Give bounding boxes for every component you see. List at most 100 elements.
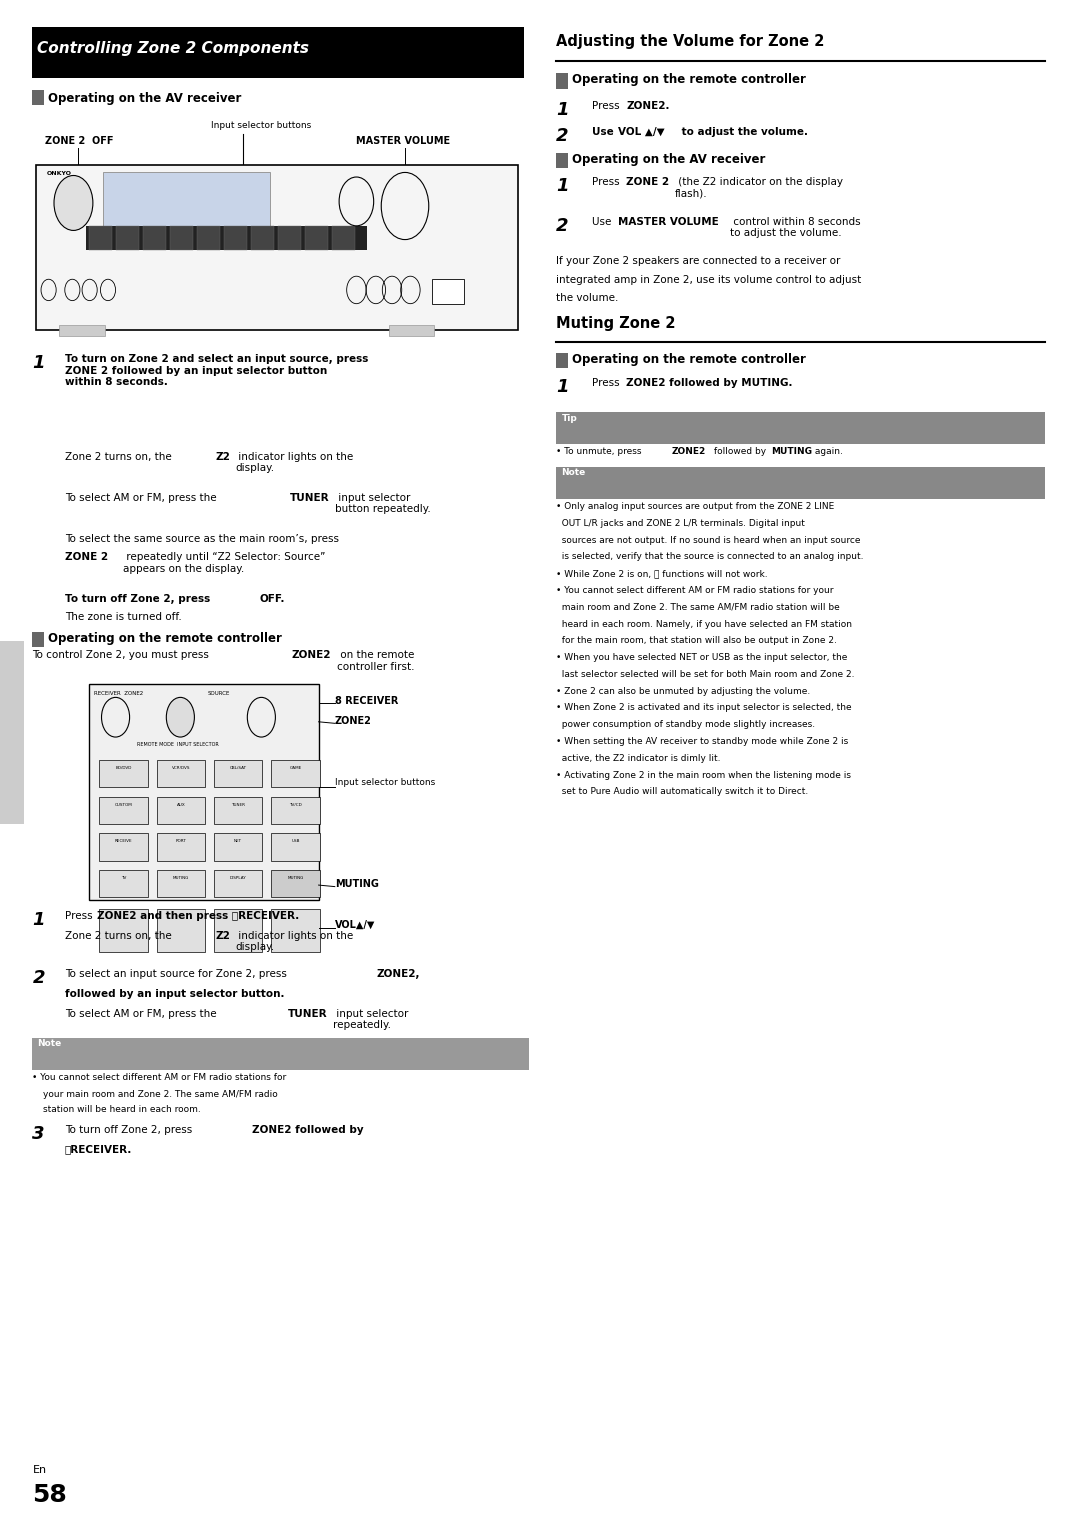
Bar — [214, 909, 262, 952]
Text: Tip: Tip — [562, 414, 578, 423]
Bar — [143, 226, 166, 250]
Bar — [116, 226, 139, 250]
Text: to adjust the volume.: to adjust the volume. — [678, 127, 808, 137]
Bar — [32, 90, 44, 105]
Text: last selector selected will be set for both Main room and Zone 2.: last selector selected will be set for b… — [556, 670, 854, 679]
Bar — [157, 870, 205, 897]
Text: Use: Use — [592, 127, 617, 137]
Bar — [36, 165, 518, 330]
Text: ZONE2 and then press ⓇRECEIVER.: ZONE2 and then press ⓇRECEIVER. — [97, 911, 299, 922]
Text: Input selector buttons: Input selector buttons — [211, 121, 311, 130]
Bar — [89, 226, 112, 250]
Bar — [99, 797, 148, 824]
Text: is selected, verify that the source is connected to an analog input.: is selected, verify that the source is c… — [556, 552, 864, 562]
Bar — [32, 1038, 529, 1070]
Text: OFF.: OFF. — [259, 594, 285, 604]
Text: 1: 1 — [556, 177, 569, 195]
Bar — [99, 760, 148, 787]
Text: To select the same source as the main room’s, press: To select the same source as the main ro… — [65, 534, 339, 545]
Text: MASTER VOLUME: MASTER VOLUME — [618, 217, 718, 227]
Text: ZONE 2: ZONE 2 — [65, 552, 108, 563]
Text: Adjusting the Volume for Zone 2: Adjusting the Volume for Zone 2 — [556, 34, 824, 49]
Text: AUX: AUX — [176, 803, 186, 807]
Bar — [157, 760, 205, 787]
Text: ZONE2 followed by: ZONE2 followed by — [252, 1125, 363, 1135]
Text: • Activating Zone 2 in the main room when the listening mode is: • Activating Zone 2 in the main room whe… — [556, 771, 851, 780]
Text: To control Zone 2, you must press: To control Zone 2, you must press — [32, 650, 213, 661]
Text: Press: Press — [592, 378, 623, 389]
Bar — [32, 27, 524, 78]
Bar — [556, 353, 568, 368]
Text: control within 8 seconds
to adjust the volume.: control within 8 seconds to adjust the v… — [730, 217, 861, 238]
Text: Operating on the remote controller: Operating on the remote controller — [48, 632, 282, 645]
Text: DISPLAY: DISPLAY — [230, 876, 246, 881]
Bar — [157, 909, 205, 952]
Text: 58: 58 — [32, 1483, 67, 1508]
Ellipse shape — [54, 175, 93, 230]
Text: main room and Zone 2. The same AM/FM radio station will be: main room and Zone 2. The same AM/FM rad… — [556, 603, 840, 612]
Text: SOURCE: SOURCE — [207, 691, 230, 696]
Text: 3: 3 — [32, 1125, 45, 1143]
Text: 2: 2 — [556, 127, 569, 145]
Text: Zone 2 turns on, the: Zone 2 turns on, the — [65, 931, 175, 942]
Bar — [103, 172, 270, 226]
Bar — [214, 870, 262, 897]
Bar — [99, 833, 148, 861]
Text: 8 RECEIVER: 8 RECEIVER — [335, 696, 399, 707]
Text: active, the Z2 indicator is dimly lit.: active, the Z2 indicator is dimly lit. — [556, 754, 720, 763]
Text: • You cannot select different AM or FM radio stations for: • You cannot select different AM or FM r… — [32, 1073, 286, 1082]
Bar — [214, 797, 262, 824]
Bar — [0, 641, 24, 824]
Text: MUTING: MUTING — [335, 879, 379, 890]
Text: TUNER: TUNER — [231, 803, 245, 807]
Text: your main room and Zone 2. The same AM/FM radio: your main room and Zone 2. The same AM/F… — [43, 1090, 278, 1099]
Text: To select an input source for Zone 2, press: To select an input source for Zone 2, pr… — [65, 969, 289, 980]
Text: VOL ▲/▼: VOL ▲/▼ — [618, 127, 664, 137]
Text: ZONE2: ZONE2 — [335, 716, 372, 726]
Text: Use: Use — [592, 217, 615, 227]
Text: MUTING: MUTING — [287, 876, 303, 881]
Bar — [556, 467, 1045, 499]
Text: • While Zone 2 is on, Ⓛ functions will not work.: • While Zone 2 is on, Ⓛ functions will n… — [556, 569, 768, 578]
Bar — [99, 909, 148, 952]
Bar — [157, 797, 205, 824]
Text: En: En — [32, 1465, 46, 1476]
Text: power consumption of standby mode slightly increases.: power consumption of standby mode slight… — [556, 720, 815, 729]
Text: • When setting the AV receiver to standby mode while Zone 2 is: • When setting the AV receiver to standb… — [556, 737, 849, 746]
Text: VCR/DVS: VCR/DVS — [172, 766, 190, 771]
Text: CBL/SAT: CBL/SAT — [230, 766, 246, 771]
Text: ZONE2.: ZONE2. — [626, 101, 670, 111]
Text: Operating on the AV receiver: Operating on the AV receiver — [572, 153, 766, 166]
Bar — [271, 909, 320, 952]
Ellipse shape — [166, 697, 194, 737]
Bar — [332, 226, 355, 250]
Text: USB: USB — [292, 839, 299, 844]
Bar — [86, 226, 367, 250]
Bar — [432, 279, 464, 304]
Bar — [271, 833, 320, 861]
Text: RECEIVE: RECEIVE — [114, 839, 133, 844]
Text: To turn off Zone 2, press: To turn off Zone 2, press — [65, 1125, 195, 1135]
Bar — [278, 226, 301, 250]
Bar — [89, 684, 319, 900]
Text: again.: again. — [812, 447, 843, 456]
Bar — [389, 325, 434, 336]
Text: RECEIVER  ZONE2: RECEIVER ZONE2 — [94, 691, 144, 696]
Text: Operating on the AV receiver: Operating on the AV receiver — [48, 92, 241, 105]
Bar — [59, 325, 105, 336]
Text: Operating on the remote controller: Operating on the remote controller — [572, 73, 807, 87]
Bar — [224, 226, 247, 250]
Text: REMOTE MODE  INPUT SELECTOR: REMOTE MODE INPUT SELECTOR — [137, 742, 219, 746]
Bar — [556, 153, 568, 168]
Text: input selector
button repeatedly.: input selector button repeatedly. — [335, 493, 431, 514]
Text: indicator lights on the
display.: indicator lights on the display. — [235, 931, 353, 952]
Text: set to Pure Audio will automatically switch it to Direct.: set to Pure Audio will automatically swi… — [556, 787, 809, 797]
Text: ONKYO: ONKYO — [46, 171, 71, 175]
Text: Input selector buttons: Input selector buttons — [335, 778, 435, 787]
Bar — [271, 870, 320, 897]
Text: GAME: GAME — [289, 766, 301, 771]
Bar — [214, 760, 262, 787]
Text: input selector
repeatedly.: input selector repeatedly. — [333, 1009, 408, 1030]
Text: indicator lights on the
display.: indicator lights on the display. — [235, 452, 353, 473]
Text: Press: Press — [592, 177, 623, 188]
